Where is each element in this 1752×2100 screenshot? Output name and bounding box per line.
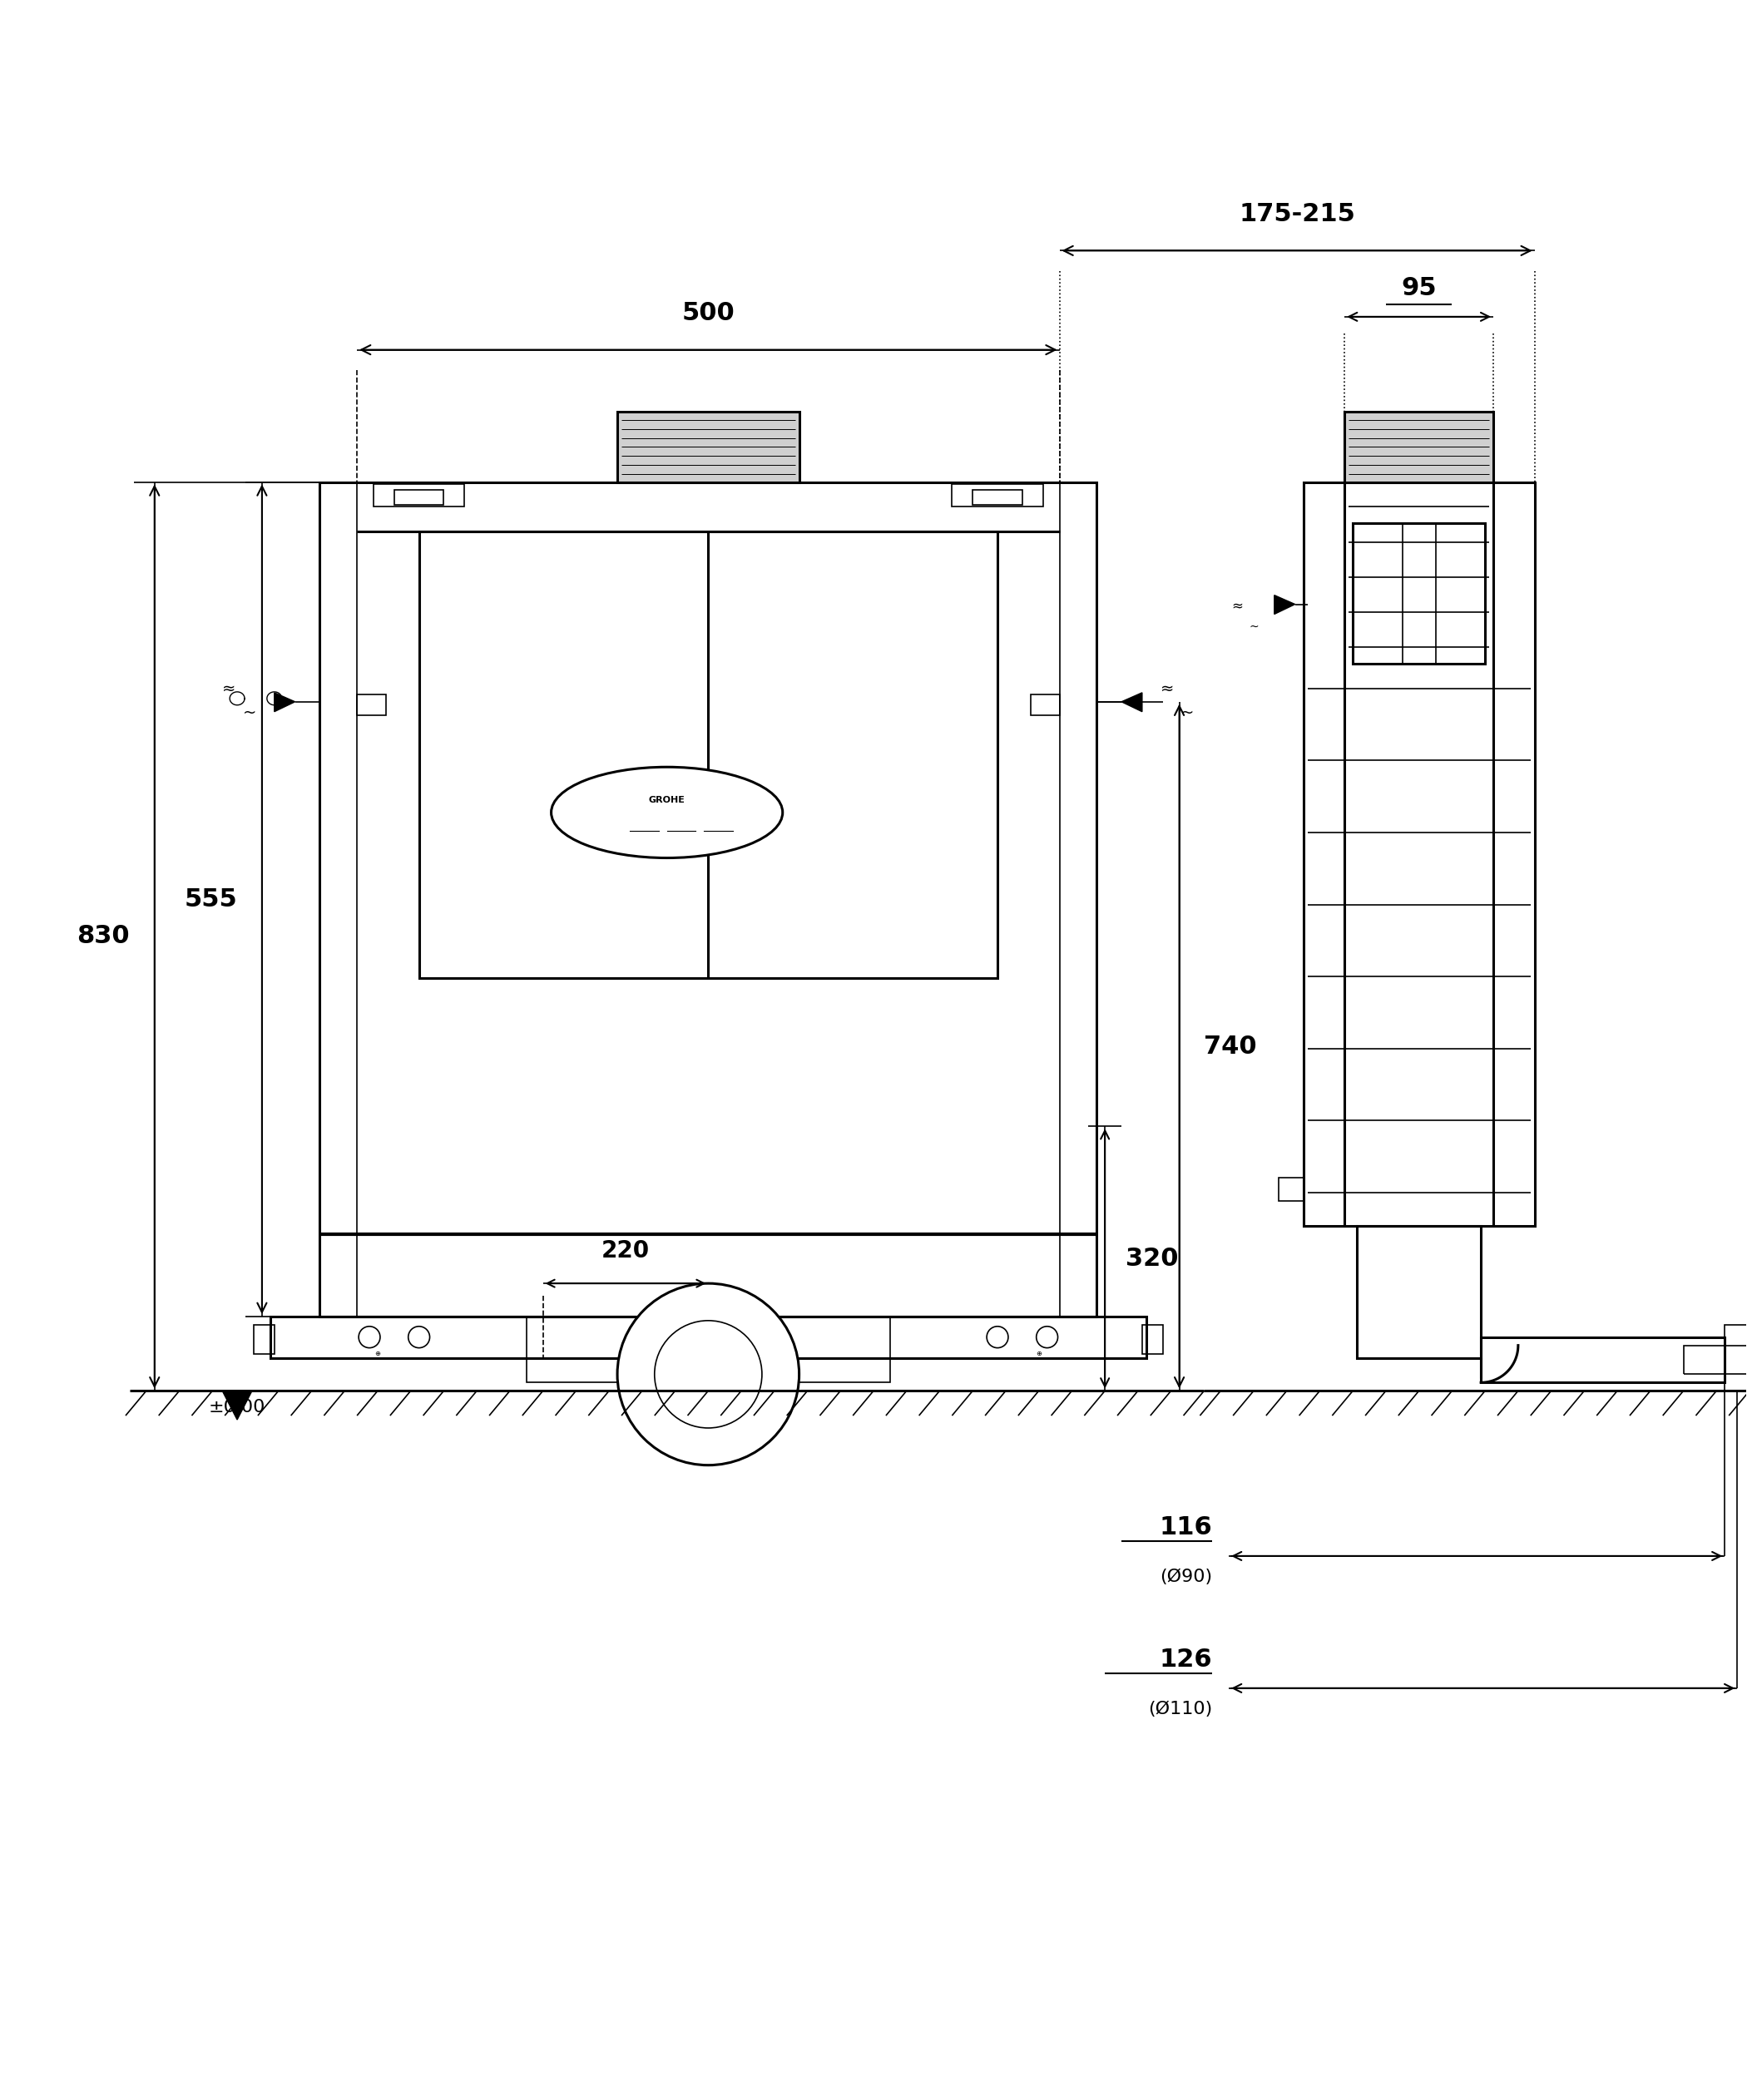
Text: 95: 95 (1402, 275, 1437, 300)
Bar (1480, 1338, 1724, 1382)
Polygon shape (1274, 594, 1295, 613)
Bar (1303, 483, 1535, 1226)
Text: ⊕: ⊕ (375, 1350, 380, 1357)
Bar (972, 489, 1021, 506)
Bar (1030, 695, 1060, 714)
Text: 175-215: 175-215 (1239, 202, 1356, 227)
Bar (1142, 1325, 1163, 1355)
Text: 500: 500 (682, 300, 734, 326)
Text: 740: 740 (1204, 1033, 1256, 1058)
Text: (Ø90): (Ø90) (1160, 1569, 1212, 1586)
Text: ±0,00: ±0,00 (208, 1399, 266, 1415)
Text: ⊕: ⊕ (1035, 1350, 1042, 1357)
Bar (357, 695, 385, 714)
Bar (617, 412, 799, 483)
Polygon shape (1121, 693, 1142, 712)
Text: ≈: ≈ (1160, 680, 1174, 697)
Circle shape (655, 1321, 762, 1428)
Bar (254, 1325, 275, 1355)
Bar (1279, 1178, 1303, 1201)
Bar (270, 1317, 1146, 1359)
Text: 126: 126 (1160, 1648, 1212, 1672)
Text: 830: 830 (77, 924, 130, 949)
Bar (951, 483, 1042, 506)
Bar (759, 1317, 890, 1382)
Text: 320: 320 (1125, 1247, 1179, 1270)
Polygon shape (275, 693, 294, 712)
Text: 555: 555 (184, 886, 237, 911)
Text: 116: 116 (1160, 1516, 1212, 1539)
Bar (419, 531, 997, 979)
Bar (1344, 412, 1493, 483)
Polygon shape (223, 1390, 252, 1420)
Text: ~: ~ (244, 706, 256, 720)
Text: ≈: ≈ (223, 680, 237, 697)
Bar (1358, 1226, 1480, 1359)
Text: GROHE: GROHE (648, 796, 685, 804)
Circle shape (1037, 1327, 1058, 1348)
Text: ~: ~ (1181, 706, 1195, 720)
Bar (646, 1373, 771, 1382)
Bar (1353, 523, 1486, 664)
Bar (526, 1317, 659, 1382)
Bar (321, 483, 1097, 1317)
Text: ≈: ≈ (1232, 598, 1242, 613)
Text: ~: ~ (1249, 622, 1258, 632)
Circle shape (359, 1327, 380, 1348)
Bar (1684, 1346, 1752, 1373)
Bar (655, 1382, 762, 1424)
Text: (Ø110): (Ø110) (1148, 1701, 1212, 1718)
Bar (1724, 1325, 1752, 1390)
Circle shape (617, 1283, 799, 1466)
Circle shape (408, 1327, 429, 1348)
Bar (373, 483, 464, 506)
Circle shape (986, 1327, 1007, 1348)
Bar (394, 489, 443, 506)
Ellipse shape (552, 766, 783, 859)
Text: 220: 220 (601, 1239, 650, 1262)
